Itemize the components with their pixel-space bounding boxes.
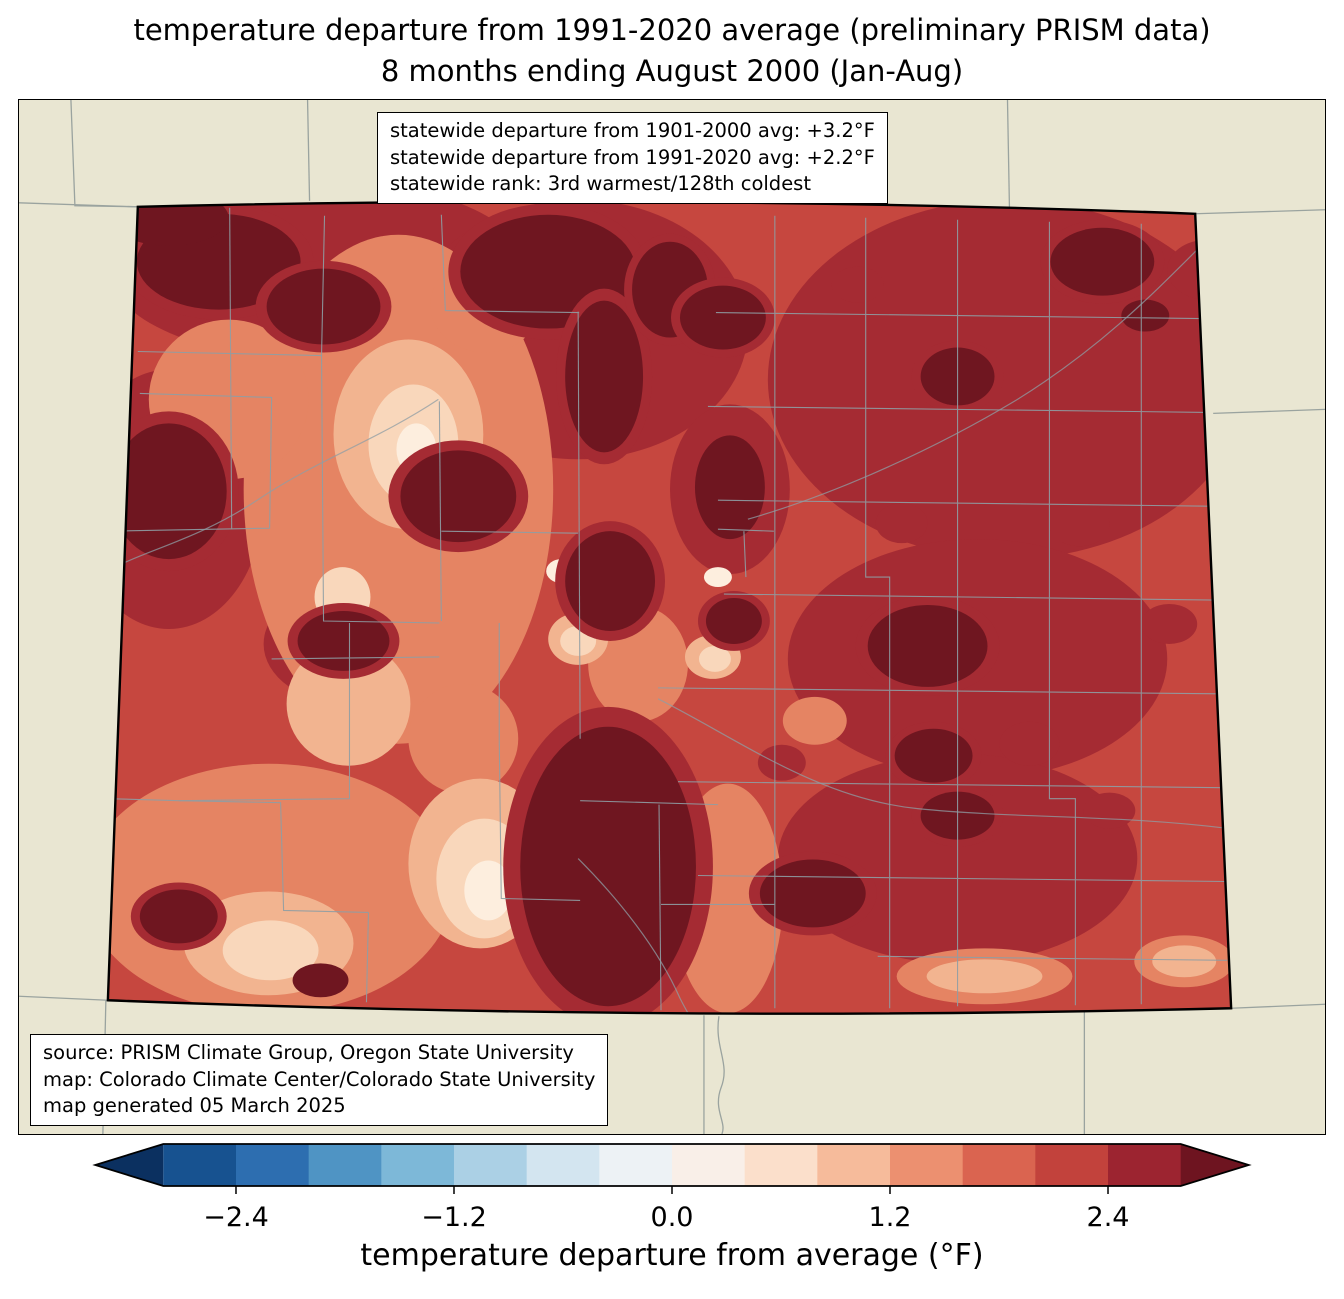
- colorbar-axis-label: temperature departure from average (°F): [360, 1238, 984, 1273]
- colorbar-tick-label: 2.4: [1087, 1202, 1130, 1233]
- county-borders: [107, 207, 1228, 1011]
- colorbar-segment: [672, 1144, 746, 1186]
- hot-maroon-cores: [107, 201, 1170, 1014]
- colorbar-segment: [599, 1144, 673, 1186]
- colorado-departure-map: [19, 100, 1325, 1134]
- colorbar-tick-label: −2.4: [203, 1202, 269, 1233]
- colorbar-segment: [235, 1144, 310, 1186]
- colorbar-tick-label: 0.0: [651, 1202, 694, 1233]
- colorbar-right-arrow: [1180, 1144, 1249, 1186]
- colorbar-outline: [92, 1143, 1252, 1187]
- title-line-1: temperature departure from 1991-2020 ave…: [133, 13, 1211, 47]
- map-axes-frame: statewide departure from 1901-2000 avg: …: [18, 99, 1326, 1135]
- colorbar-segment: [890, 1144, 964, 1186]
- anomaly-field: [107, 201, 1232, 1014]
- colorbar-segment: [817, 1144, 891, 1186]
- stats-line-1: statewide departure from 1901-2000 avg: …: [390, 119, 875, 142]
- colorbar-segment: [962, 1144, 1037, 1186]
- source-line-3: map generated 05 March 2025: [43, 1094, 346, 1118]
- source-line-2: map: Colorado Climate Center/Colorado St…: [43, 1067, 596, 1091]
- page-title: temperature departure from 1991-2020 ave…: [0, 10, 1344, 91]
- colorbar-segment: [381, 1144, 455, 1186]
- stats-line-2: statewide departure from 1991-2020 avg: …: [390, 145, 875, 169]
- colorbar-tick-label: 1.2: [869, 1202, 912, 1233]
- title-line-2: 8 months ending August 2000 (Jan-Aug): [380, 53, 964, 88]
- statewide-stats-box: statewide departure from 1901-2000 avg: …: [377, 112, 888, 204]
- colorbar: −2.4 −1.2 0.0 1.2 2.4: [92, 1143, 1252, 1233]
- colorbar-left-arrow: [95, 1144, 164, 1186]
- colorbar-segment: [163, 1144, 237, 1186]
- colorbar-segment: [453, 1144, 528, 1186]
- colorbar-segment: [744, 1144, 819, 1186]
- colorbar-segment: [308, 1144, 383, 1186]
- source-line-1: source: PRISM Climate Group, Oregon Stat…: [43, 1041, 574, 1064]
- colorbar-tick-label: −1.2: [421, 1202, 487, 1233]
- rivers: [110, 249, 1230, 1014]
- colorbar-segment: [526, 1144, 601, 1186]
- source-attribution-box: source: PRISM Climate Group, Oregon Stat…: [30, 1034, 609, 1126]
- colorbar-segment: [1035, 1144, 1109, 1186]
- stats-line-3: statewide rank: 3rd warmest/128th coldes…: [390, 172, 811, 196]
- colorbar-segment: [1108, 1144, 1182, 1186]
